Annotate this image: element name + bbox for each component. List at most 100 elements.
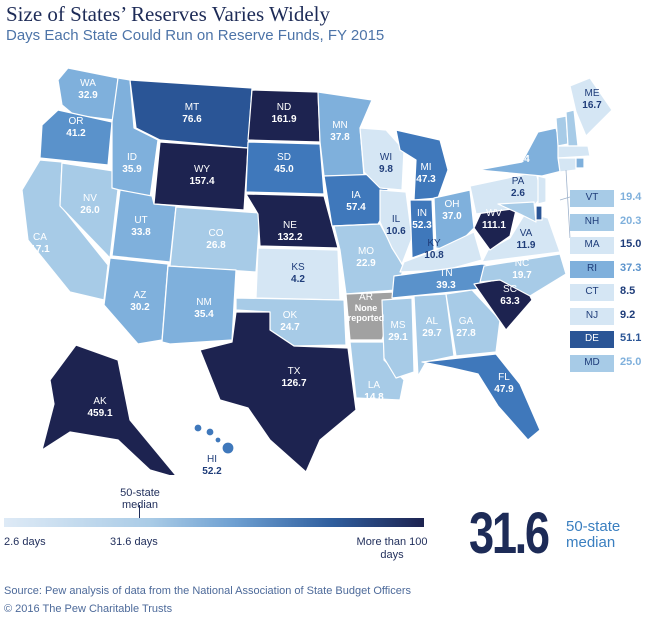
state-value-la: 14.8 (364, 392, 384, 403)
small-state-nj: NJ 9.2 (570, 307, 645, 325)
state-label-nv: NV (83, 193, 97, 204)
state-value-nc: 19.7 (512, 270, 532, 281)
state-value-ms: 29.1 (388, 332, 408, 343)
state-ct (557, 157, 577, 173)
state-value-or: 41.2 (66, 128, 86, 139)
state-label-ga: GA (459, 316, 474, 327)
state-value-id: 35.9 (122, 164, 142, 175)
state-nj (537, 175, 547, 205)
state-label-al: AL (426, 316, 439, 327)
state-ut (111, 189, 177, 263)
state-value-oh: 37.0 (442, 211, 462, 222)
legend-leader-lines (559, 169, 571, 239)
state-label-wa: WA (80, 78, 96, 89)
small-state-md: MD 25.0 (570, 354, 645, 372)
state-value-ut: 33.8 (131, 227, 151, 238)
small-state-abbr: MD (584, 356, 600, 368)
state-az (103, 257, 169, 345)
state-hi (193, 423, 235, 455)
small-state-value: 37.3 (620, 261, 642, 274)
state-co (169, 206, 261, 273)
state-label-me: ME (585, 88, 600, 99)
state-value-ar: reported (348, 313, 385, 323)
state-value-ky: 10.8 (424, 250, 444, 261)
state-value-tn: 39.3 (436, 280, 456, 291)
state-label-ut: UT (134, 215, 147, 226)
state-label-sd: SD (277, 152, 291, 163)
state-label-la: LA (368, 380, 381, 391)
small-state-value: 51.1 (620, 332, 642, 344)
small-state-value: 15.0 (620, 238, 642, 250)
state-value-tx: 126.7 (281, 378, 306, 389)
state-md (497, 201, 537, 223)
state-ak (41, 344, 177, 475)
color-scale-bar (4, 518, 424, 527)
small-state-ma: MA 15.0 (570, 237, 645, 254)
small-state-swatch (570, 331, 614, 348)
state-nm (161, 265, 237, 345)
small-state-abbr: NH (584, 215, 600, 227)
state-value-az: 30.2 (130, 302, 150, 313)
state-nh (565, 109, 579, 147)
scale-median-tick (139, 505, 140, 521)
median-value-label: 50-state median (566, 518, 621, 551)
state-label-ar: AR (359, 292, 373, 303)
state-ri (575, 157, 585, 169)
state-or (39, 109, 113, 166)
map-subtitle: Days Each State Could Run on Reserve Fun… (6, 27, 385, 44)
state-label-az: AZ (134, 290, 147, 301)
state-sd (245, 141, 325, 195)
state-label-ky: KY (427, 238, 441, 249)
state-label-ne: NE (283, 220, 297, 231)
map-title: Size of States’ Reserves Varies Widely (6, 2, 330, 26)
small-state-swatch (570, 260, 614, 278)
state-label-wy: WY (194, 164, 210, 175)
state-label-va: VA (520, 228, 533, 239)
state-value-ak: 459.1 (87, 408, 112, 419)
state-value-ny: 42.4 (510, 154, 530, 165)
small-state-swatch (570, 190, 614, 207)
state-label-wv: WV (486, 208, 502, 219)
state-label-oh: OH (445, 199, 460, 210)
state-mt (129, 79, 253, 149)
state-label-il: IL (392, 214, 401, 225)
state-value-va: 11.9 (517, 240, 536, 251)
state-label-ks: KS (291, 262, 305, 273)
small-state-abbr: DE (585, 333, 599, 344)
state-label-tn: TN (439, 268, 452, 279)
small-state-swatch (570, 213, 614, 231)
state-value-wi: 9.8 (379, 164, 393, 175)
state-label-ok: OK (283, 310, 298, 321)
state-label-ak: AK (93, 396, 107, 407)
state-va (481, 211, 561, 263)
small-state-value: 19.4 (620, 191, 642, 203)
scale-left-label: 2.6 days (4, 536, 46, 548)
state-label-pa: PA (512, 176, 525, 187)
state-value-mi: 47.3 (416, 174, 436, 185)
state-value-al: 29.7 (422, 328, 442, 339)
state-il (379, 189, 413, 265)
state-ny (477, 127, 567, 177)
state-value-il: 10.6 (386, 226, 406, 237)
state-label-fl: FL (498, 372, 510, 383)
state-fl (421, 353, 541, 441)
state-value-sc: 63.3 (500, 296, 520, 307)
state-value-sd: 45.0 (274, 164, 294, 175)
state-label-or: OR (69, 116, 84, 127)
state-wi (359, 127, 405, 191)
state-label-sc: SC (503, 284, 517, 295)
state-ms (381, 297, 415, 379)
source-note: Source: Pew analysis of data from the Na… (4, 585, 412, 597)
small-state-abbr: CT (585, 286, 599, 297)
state-label-nc: NC (515, 258, 529, 269)
state-in (409, 199, 435, 259)
state-value-hi: 52.2 (202, 466, 222, 475)
state-label-mi: MI (420, 162, 431, 173)
small-state-swatch (570, 354, 614, 372)
small-state-value: 9.2 (620, 308, 636, 321)
state-label-co: CO (209, 228, 224, 239)
state-value-ne: 132.2 (277, 232, 302, 243)
state-value-wv: 111.1 (482, 220, 506, 231)
small-state-vt: VT 19.4 (570, 190, 645, 207)
state-value-nv: 26.0 (80, 205, 100, 216)
